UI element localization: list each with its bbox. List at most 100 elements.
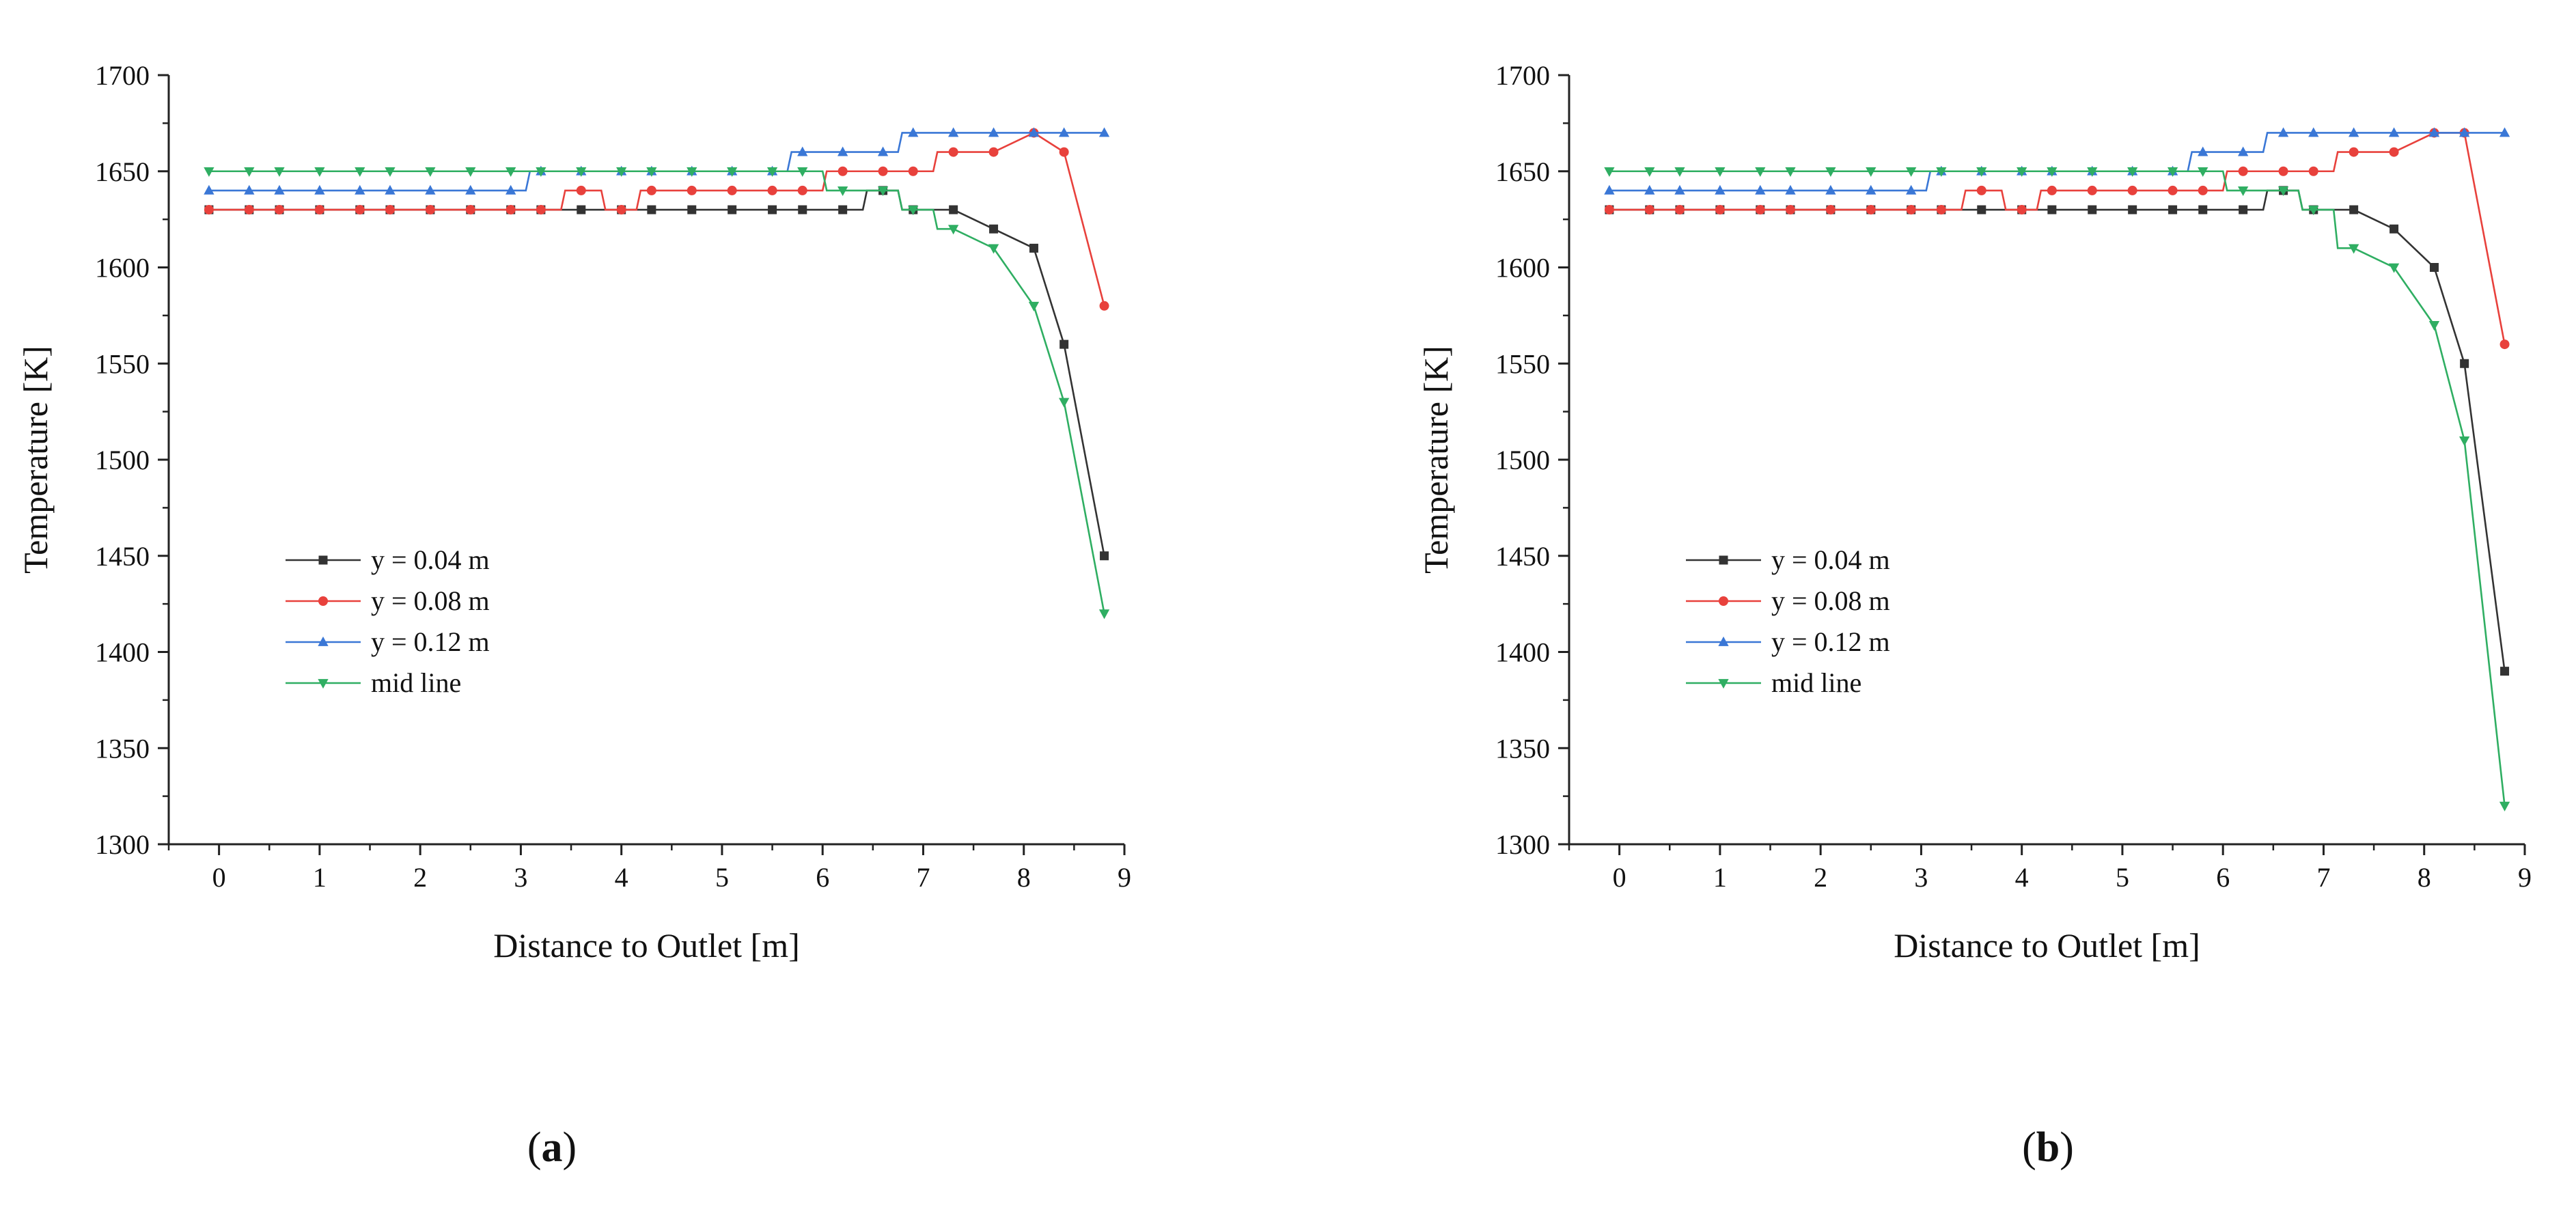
data-point — [1755, 205, 1765, 215]
data-point — [1936, 205, 1946, 215]
data-point — [1099, 301, 1109, 311]
y-tick-label: 1500 — [1495, 445, 1550, 475]
data-point — [1977, 205, 1986, 214]
legend-marker — [318, 596, 328, 606]
data-point — [687, 205, 697, 214]
series-line — [1609, 170, 2506, 806]
y-tick-label: 1300 — [1495, 829, 1550, 860]
x-tick-label: 1 — [313, 862, 327, 893]
data-point — [2239, 205, 2248, 214]
legend-item: mid line — [1686, 667, 1861, 698]
data-point — [2238, 146, 2249, 156]
data-point — [1098, 609, 1110, 620]
data-point — [505, 205, 516, 215]
data-point — [2238, 166, 2248, 176]
data-point — [1674, 184, 1685, 195]
data-point — [2087, 167, 2098, 177]
x-tick-label: 3 — [514, 862, 527, 893]
data-point — [2499, 339, 2510, 350]
data-point — [2389, 147, 2399, 157]
y-tick-label: 1600 — [95, 253, 150, 283]
data-point — [2128, 205, 2137, 214]
data-point — [1866, 205, 1876, 215]
x-tick-label: 3 — [1914, 862, 1928, 893]
data-point — [1825, 184, 1836, 195]
series-y-0-12-m — [204, 127, 1110, 195]
legend-marker — [318, 679, 329, 689]
data-point — [204, 205, 214, 215]
data-point — [385, 184, 396, 195]
x-tick-label: 0 — [212, 862, 226, 893]
data-point — [2238, 186, 2249, 197]
series-y-0-08-m — [204, 128, 1109, 311]
series-line — [208, 131, 1105, 307]
data-point — [1785, 205, 1795, 215]
x-tick-label: 6 — [2216, 862, 2230, 893]
data-point — [1715, 205, 1725, 215]
data-point — [204, 184, 214, 195]
data-point — [768, 205, 777, 214]
data-point — [505, 167, 516, 177]
data-point — [2277, 186, 2289, 197]
data-point — [1644, 205, 1654, 215]
data-point — [1059, 147, 1069, 157]
data-point — [2047, 185, 2057, 195]
data-point — [274, 205, 284, 215]
data-point — [1674, 167, 1685, 177]
x-axis-title: Distance to Outlet [m] — [1894, 926, 2200, 964]
y-tick-label: 1550 — [95, 348, 150, 379]
data-point — [2198, 146, 2208, 156]
data-point — [577, 205, 586, 214]
data-point — [1906, 205, 1916, 215]
data-point — [2429, 263, 2439, 272]
data-point — [244, 167, 255, 177]
data-point — [355, 205, 365, 215]
y-tick-label: 1400 — [1495, 637, 1550, 668]
data-point — [687, 185, 697, 195]
data-point — [2047, 167, 2058, 177]
data-point — [616, 205, 626, 215]
data-point — [797, 185, 807, 195]
x-tick-label: 7 — [916, 862, 930, 893]
data-point — [878, 166, 888, 176]
data-point — [244, 184, 255, 195]
data-point — [576, 185, 586, 195]
series-line — [1609, 132, 2506, 345]
data-point — [2277, 127, 2289, 137]
data-point — [798, 205, 807, 214]
data-point — [646, 167, 657, 177]
data-point — [2127, 185, 2137, 195]
data-point — [1976, 185, 1986, 195]
series-line — [208, 132, 1105, 192]
data-point — [2087, 185, 2097, 195]
y-tick-label: 1500 — [95, 445, 150, 475]
legend-marker — [1719, 596, 1728, 606]
data-point — [908, 206, 919, 216]
data-point — [576, 167, 587, 177]
data-point — [2499, 801, 2510, 811]
data-point — [1604, 184, 1615, 195]
data-point — [505, 184, 516, 195]
data-point — [837, 186, 848, 197]
data-point — [2459, 127, 2470, 137]
data-point — [2349, 127, 2359, 137]
x-axis-title: Distance to Outlet [m] — [493, 926, 800, 964]
data-point — [767, 185, 777, 195]
data-point — [1976, 167, 1987, 177]
data-point — [2308, 166, 2318, 176]
y-tick-label: 1650 — [1495, 156, 1550, 187]
legend-marker — [318, 555, 328, 565]
data-point — [536, 167, 546, 177]
data-point — [2198, 205, 2208, 214]
data-point — [2088, 205, 2097, 214]
data-point — [837, 166, 848, 176]
data-point — [465, 184, 476, 195]
data-point — [2017, 205, 2027, 215]
data-point — [908, 166, 918, 176]
data-point — [797, 167, 808, 177]
y-tick-label: 1400 — [95, 637, 150, 668]
data-point — [2168, 185, 2178, 195]
data-point — [2198, 185, 2208, 195]
data-point — [2388, 263, 2400, 273]
